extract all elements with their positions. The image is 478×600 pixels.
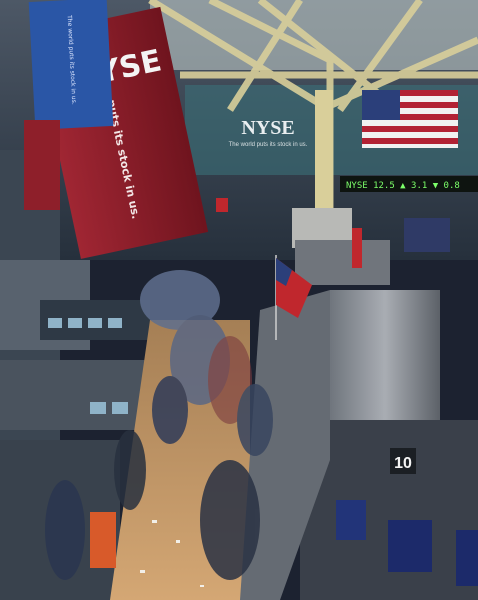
wall-subtitle: The world puts its stock in us. — [229, 142, 308, 148]
ticker-text: NYSE 12.5 ▲ 3.1 ▼ 0.8 — [346, 181, 460, 191]
wall-sign: NYSE — [241, 117, 294, 139]
post-number: 10 — [394, 455, 412, 472]
left-red-banner — [24, 120, 60, 210]
truss-column — [315, 90, 333, 210]
blue-banner: The world puts its stock in us. — [29, 0, 114, 130]
wall-us-flag — [362, 90, 458, 148]
center-post-mid — [295, 240, 390, 285]
trash-bin — [90, 512, 116, 568]
